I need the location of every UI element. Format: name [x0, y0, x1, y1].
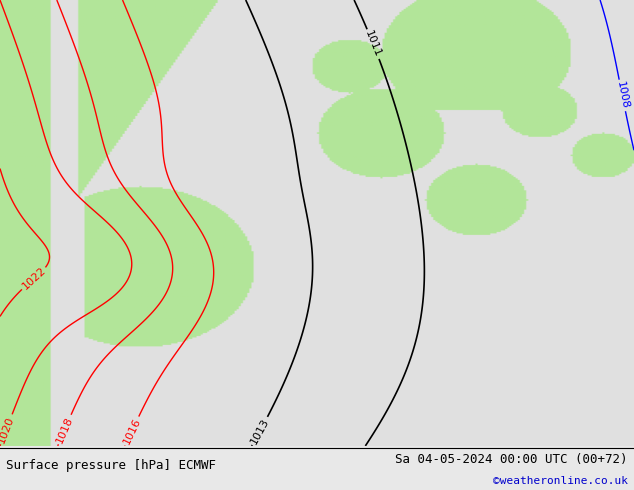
- Text: 1008: 1008: [614, 81, 630, 110]
- Text: ©weatheronline.co.uk: ©weatheronline.co.uk: [493, 476, 628, 486]
- Text: Surface pressure [hPa] ECMWF: Surface pressure [hPa] ECMWF: [6, 459, 216, 472]
- Text: 1020: 1020: [0, 415, 16, 444]
- Text: 1013: 1013: [249, 416, 271, 446]
- Text: 1022: 1022: [20, 266, 48, 292]
- Text: Sa 04-05-2024 00:00 UTC (00+72): Sa 04-05-2024 00:00 UTC (00+72): [395, 453, 628, 466]
- Text: 1011: 1011: [363, 29, 383, 59]
- Text: 1016: 1016: [121, 416, 143, 446]
- Text: 1018: 1018: [55, 415, 75, 444]
